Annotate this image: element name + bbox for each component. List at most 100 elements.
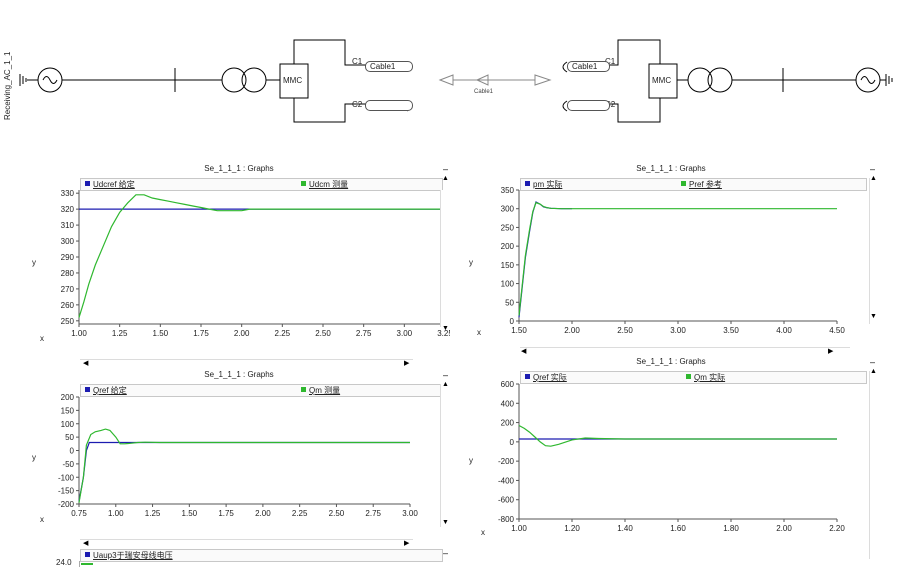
y-tick-label: 250 — [501, 223, 515, 232]
series-line-qm — [518, 424, 837, 447]
graph-panel-3: Se_1_1_1 : Graphs – Qref 给定 Qm 测量 y x -2… — [28, 369, 450, 548]
scroll-left-icon[interactable]: ◀ — [83, 540, 89, 547]
x-tick-label: 4.00 — [776, 326, 792, 335]
x-tick-label: 1.80 — [723, 524, 739, 533]
y-tick-label: -800 — [498, 515, 515, 524]
horizontal-scrollbar[interactable] — [80, 359, 413, 368]
scroll-up-icon[interactable]: ▲ — [442, 175, 449, 182]
y-tick-label: 300 — [501, 205, 515, 214]
legend-item[interactable]: pm 实际 — [533, 180, 563, 189]
x-tick-label: 1.25 — [145, 509, 161, 518]
legend-item[interactable]: Udcm 测量 — [309, 180, 349, 189]
cable-right-box[interactable]: Cable1 — [567, 61, 610, 72]
legend-item[interactable]: Pref 参考 — [689, 180, 722, 189]
scroll-up-icon[interactable]: ▲ — [870, 175, 877, 182]
x-tick-label: 2.25 — [292, 509, 308, 518]
legend-item[interactable]: Uaup3于瑞安母线电压 — [93, 551, 173, 560]
cable-center-label: Cable1 — [474, 89, 494, 95]
mmc-right-label: MMC — [652, 76, 671, 85]
legend-item[interactable]: Qref 实际 — [533, 373, 567, 382]
y-tick-label: 200 — [61, 393, 75, 402]
transformer-right-icon[interactable] — [687, 67, 713, 93]
scroll-down-icon[interactable]: ▼ — [442, 325, 449, 332]
y-axis-label: y — [469, 258, 473, 267]
minimize-icon[interactable]: – — [442, 549, 448, 558]
c2-left-label: C2 — [352, 100, 363, 109]
y-tick-label: 330 — [61, 189, 75, 198]
x-tick-label: 0.75 — [71, 509, 87, 518]
x-tick-label: 2.00 — [255, 509, 271, 518]
graph-panel-2: Se_1_1_1 : Graphs – pm 实际 Pref 参考 y x 0 5… — [465, 163, 877, 358]
scroll-right-icon[interactable]: ▶ — [828, 348, 834, 355]
graph-title: Se_1_1_1 : Graphs — [204, 370, 274, 379]
legend: Udcref 给定 Udcm 测量 — [80, 178, 443, 191]
graph-title: Se_1_1_1 : Graphs — [204, 164, 274, 173]
c2-right-label: C2 — [605, 100, 616, 109]
legend-item[interactable]: Udcref 给定 — [93, 180, 135, 189]
x-tick-label: 3.00 — [402, 509, 418, 518]
partial-plot — [79, 561, 93, 567]
scroll-down-icon[interactable]: ▼ — [442, 519, 449, 526]
y-tick-label: -200 — [498, 457, 515, 466]
y-tick-label: 200 — [501, 242, 515, 251]
horizontal-scrollbar[interactable] — [520, 347, 850, 356]
x-tick-label: 2.00 — [234, 329, 250, 338]
x-tick-label: 4.50 — [829, 326, 845, 335]
x-tick-label: 2.00 — [776, 524, 792, 533]
x-tick-label: 3.00 — [670, 326, 686, 335]
series-line-qm — [78, 428, 410, 503]
legend-item[interactable]: Qm 测量 — [309, 386, 341, 395]
scroll-up-icon[interactable]: ▲ — [870, 368, 877, 375]
horizontal-scrollbar[interactable] — [80, 539, 413, 548]
series-line-pref — [518, 201, 837, 316]
y-tick-label: 24.0 — [56, 558, 72, 567]
c1-right-label: C1 — [605, 57, 616, 66]
graph-title: Se_1_1_1 : Graphs — [636, 357, 706, 366]
cable-left-box-2[interactable] — [365, 100, 413, 111]
vertical-scrollbar[interactable] — [440, 190, 448, 327]
x-tick-label: 2.00 — [564, 326, 580, 335]
legend: Qref 给定 Qm 测量 — [80, 384, 443, 397]
x-tick-label: 1.00 — [511, 524, 527, 533]
series-line-qref — [78, 441, 410, 502]
legend-item[interactable]: Qref 给定 — [93, 386, 127, 395]
c1-left-label: C1 — [352, 57, 363, 66]
minimize-icon[interactable]: – — [442, 370, 448, 380]
scroll-down-icon[interactable]: ▼ — [870, 313, 877, 320]
y-tick-label: 150 — [501, 261, 515, 270]
chart-plot: 0 50 100 150 200 250 300 350 1.50 2.00 2.50 3.00 3.5… — [501, 186, 846, 335]
y-tick-label: 50 — [65, 433, 74, 442]
legend-item[interactable]: Qm 实际 — [694, 373, 726, 382]
minimize-icon[interactable]: – — [869, 164, 875, 174]
vertical-scrollbar[interactable] — [869, 178, 877, 324]
series-line-pm — [518, 201, 572, 318]
x-tick-label: 1.50 — [511, 326, 527, 335]
y-axis-label: y — [32, 258, 36, 267]
x-tick-label: 1.00 — [108, 509, 124, 518]
scroll-left-icon[interactable]: ◀ — [83, 360, 89, 367]
vertical-scrollbar[interactable] — [440, 384, 448, 527]
scroll-right-icon[interactable]: ▶ — [404, 360, 410, 367]
minimize-icon[interactable]: – — [442, 164, 448, 174]
y-tick-label: -150 — [58, 487, 75, 496]
scroll-up-icon[interactable]: ▲ — [442, 381, 449, 388]
x-tick-label: 1.00 — [71, 329, 87, 338]
y-tick-label: 0 — [510, 438, 515, 447]
schematic-diagram: Receiving_AC_1_1 MMC MMC C1 C2 C1 C2 Cab… — [3, 39, 893, 123]
minimize-icon[interactable]: – — [869, 357, 875, 367]
scroll-right-icon[interactable]: ▶ — [404, 540, 410, 547]
chart-plot: 250 260 270 280 290 300 310 320 330 1.00 1.25 1.50 1… — [61, 189, 450, 338]
x-tick-label: 1.60 — [670, 524, 686, 533]
cable-right-box-2[interactable] — [567, 100, 610, 111]
y-tick-label: 0 — [70, 447, 75, 456]
legend: Uaup3于瑞安母线电压 — [80, 549, 443, 562]
scroll-left-icon[interactable]: ◀ — [521, 348, 527, 355]
x-tick-label: 1.40 — [617, 524, 633, 533]
y-tick-label: -400 — [498, 476, 515, 485]
mmc-right-box[interactable] — [648, 63, 678, 99]
graph-panel-1: Se_1_1_1 : Graphs – Udcref 给定 Udcm 测量 y … — [28, 163, 450, 368]
transformer-left-icon[interactable] — [221, 67, 247, 93]
cable-left-box[interactable]: Cable1 — [365, 61, 413, 72]
x-tick-label: 1.75 — [193, 329, 209, 338]
vertical-scrollbar[interactable] — [869, 371, 877, 559]
